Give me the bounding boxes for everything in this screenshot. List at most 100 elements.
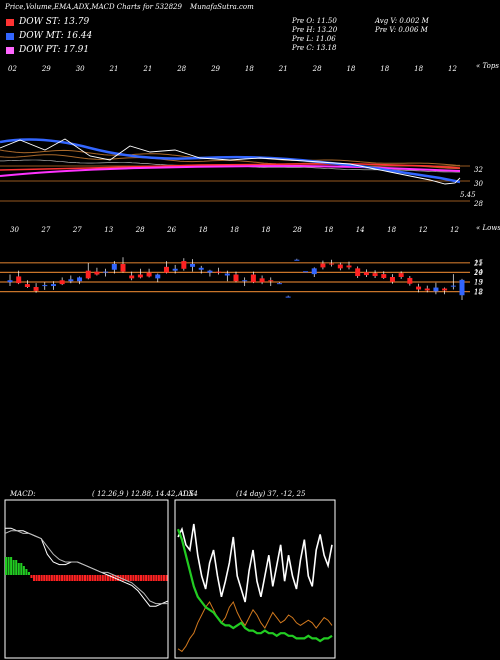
adx-label: ADX	[178, 490, 194, 498]
panel2-date-label: 18	[387, 226, 396, 234]
ohlc-close: Pre C: 13.18	[292, 44, 337, 52]
candle-body	[381, 274, 387, 278]
legend-pt-label: DOW PT: 17.91	[19, 45, 90, 55]
candle-body	[259, 278, 265, 283]
adx-line	[177, 600, 333, 653]
panel2-price-label: 13	[474, 278, 483, 286]
legend-mt: DOW MT: 16.44	[6, 31, 92, 41]
candle-body	[207, 270, 213, 273]
candle-body	[137, 274, 143, 278]
macd-histogram-bar	[134, 575, 137, 581]
candle-body	[163, 266, 169, 273]
panel1-corner-label: « Tops	[476, 62, 499, 70]
candle-body	[111, 263, 117, 270]
panel1-date-label: 12	[448, 65, 457, 73]
candle-body	[33, 287, 39, 291]
macd-histogram-bar	[104, 575, 107, 581]
panel2-price-label: 19	[474, 279, 483, 287]
candle-body	[329, 263, 335, 265]
panel2-date-label: 18	[230, 226, 239, 234]
macd-histogram-bar	[66, 575, 69, 581]
candle-body	[337, 264, 343, 269]
macd-histogram-bar	[33, 575, 36, 581]
candle-body	[303, 271, 309, 273]
candle-body	[146, 272, 152, 277]
candle-body	[198, 267, 204, 270]
macd-histogram-bar	[127, 575, 130, 581]
panel2-date-label: 14	[356, 226, 365, 234]
macd-histogram-bar	[83, 575, 86, 581]
panel1-date-label: 28	[176, 65, 186, 73]
candle-body	[372, 273, 378, 277]
panel2-date-label: 13	[104, 226, 113, 234]
macd-histogram-bar	[147, 575, 150, 581]
panel2-date-label: 18	[261, 226, 270, 234]
panel1-date-label: 21	[278, 65, 288, 73]
panel1-date-label: 28	[312, 65, 322, 73]
panel2-price-label: 18	[474, 288, 483, 296]
macd-histogram-bar	[160, 575, 163, 581]
legend-st-swatch	[6, 18, 14, 26]
macd-histogram-bar	[155, 575, 158, 581]
macd-histogram-bar	[96, 575, 99, 581]
panel2-price-label: 15	[474, 259, 483, 267]
macd-histogram-bar	[68, 575, 71, 581]
adx-line	[176, 528, 333, 643]
macd-histogram-bar	[71, 575, 74, 581]
macd-histogram-bar	[76, 575, 79, 581]
panel1-date-label: 29	[210, 65, 220, 73]
macd-histogram-bar	[30, 575, 33, 578]
macd-histogram-bar	[142, 575, 145, 581]
panel2-date-label: 18	[199, 226, 208, 234]
macd-histogram-bar	[165, 575, 168, 581]
candle-body	[85, 270, 91, 279]
legend-mt-label: DOW MT: 16.44	[19, 31, 93, 41]
macd-histogram-bar	[43, 575, 46, 581]
panel2-date-label: 12	[450, 226, 459, 234]
macd-histogram-bar	[55, 575, 58, 581]
candle-body	[442, 288, 448, 291]
panel2-corner-label: « Lows	[476, 224, 500, 232]
panel1-last-label: 5.45	[460, 191, 476, 199]
macd-histogram-bar	[63, 575, 66, 581]
macd-histogram-bar	[48, 575, 51, 581]
panel1-date-label: 29	[41, 65, 51, 73]
watermark: MunafaSutra.com	[190, 3, 254, 11]
macd-histogram-bar	[111, 575, 115, 581]
panel2-date-label: 26	[166, 226, 176, 234]
panel2-date-label: 28	[292, 226, 302, 234]
macd-histogram-bar	[124, 575, 127, 581]
candle-body	[155, 274, 161, 279]
macd-histogram-bar	[27, 572, 30, 575]
macd-histogram-bar	[109, 575, 112, 581]
macd-line	[4, 530, 168, 605]
macd-histogram-bar	[7, 557, 10, 575]
candle-body	[172, 268, 178, 271]
candle-body	[285, 296, 291, 298]
candle-body	[59, 280, 65, 285]
macd-histogram-bar	[117, 575, 120, 581]
macd-histogram-bar	[20, 563, 23, 575]
macd-histogram-bar	[10, 557, 13, 575]
candle-body	[94, 271, 100, 275]
candle-body	[181, 261, 187, 269]
candle-body	[355, 268, 361, 277]
macd-histogram-bar	[94, 575, 97, 581]
candle-body	[216, 271, 222, 273]
candle-body	[120, 263, 126, 272]
ohlc-open: Pre O: 11.50	[292, 17, 337, 25]
macd-histogram-bar	[61, 575, 64, 581]
panel2-price-label: 12	[474, 288, 483, 296]
macd-histogram-bar	[101, 575, 104, 581]
macd-histogram-bar	[78, 575, 81, 581]
candle-body	[50, 284, 56, 287]
panel1-price-line	[0, 138, 461, 185]
candle-body	[250, 274, 256, 283]
legend-pt: DOW PT: 17.91	[6, 45, 89, 55]
panel2-price-label: 20	[473, 269, 483, 277]
macd-histogram-bar	[17, 563, 20, 575]
macd-histogram-bar	[137, 575, 140, 581]
legend-mt-swatch	[6, 32, 14, 40]
